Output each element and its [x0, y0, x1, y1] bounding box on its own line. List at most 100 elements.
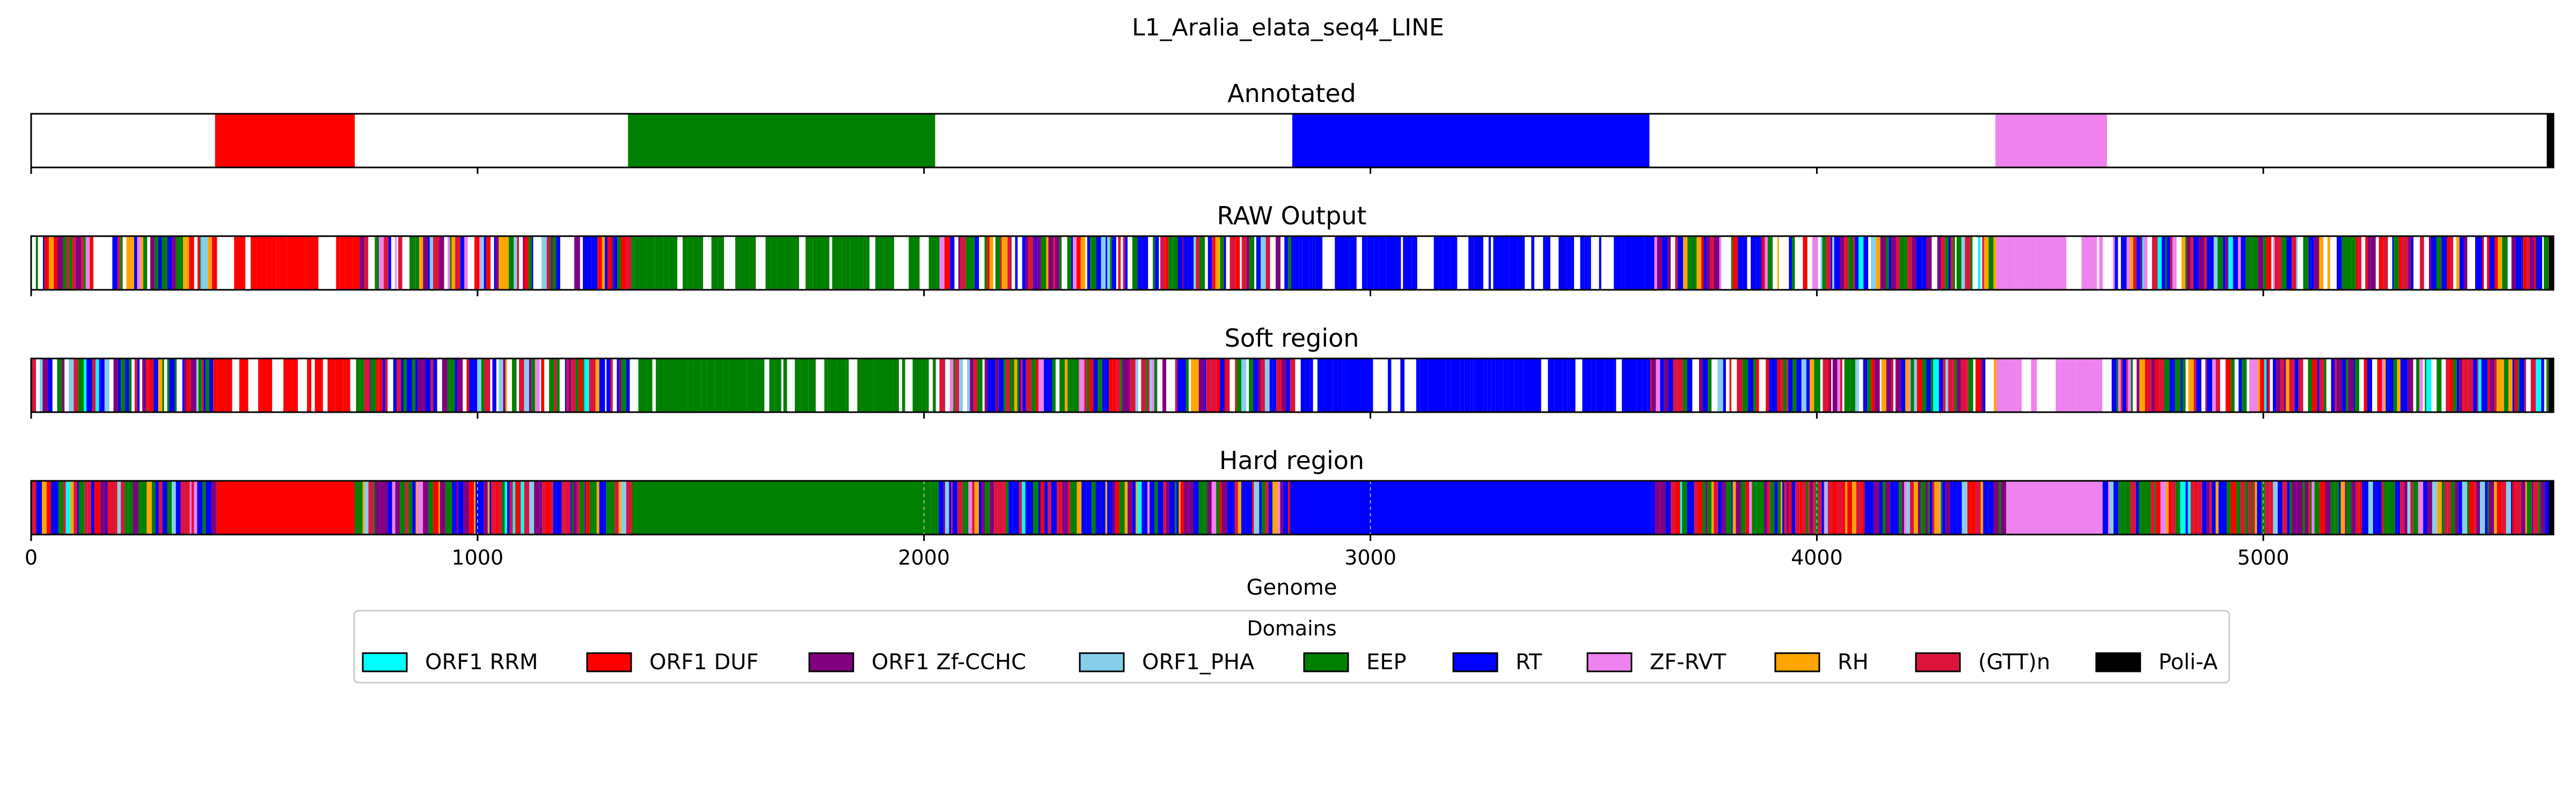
domain-segment [2540, 481, 2545, 535]
panel-frame [30, 235, 2555, 291]
domain-segment [2110, 481, 2114, 535]
domain-segment [2456, 358, 2460, 412]
domain-segment [2487, 358, 2490, 412]
domain-segment [1538, 358, 1541, 412]
domain-segment [693, 358, 701, 412]
domain-segment [1629, 358, 1637, 412]
domain-segment [2031, 358, 2035, 412]
domain-segment [42, 481, 47, 535]
domain-segment [202, 481, 206, 535]
domain-segment [211, 481, 217, 535]
domain-segment [561, 481, 565, 535]
domain-segment [1044, 481, 1048, 535]
domain-segment [1176, 481, 1179, 535]
domain-segment [208, 236, 212, 290]
domain-segment [1046, 358, 1052, 412]
domain-segment [409, 236, 414, 290]
domain-segment [1498, 236, 1505, 290]
domain-segment [1112, 236, 1116, 290]
domain-segment [1827, 481, 1832, 535]
domain-segment [85, 236, 90, 290]
domain-segment [91, 481, 94, 535]
domain-segment [1069, 358, 1073, 412]
domain-segment [1199, 236, 1205, 290]
domain-segment [1291, 236, 1299, 290]
domain-segment [2121, 481, 2125, 535]
domain-segment [2249, 358, 2253, 412]
domain-segment [158, 358, 163, 412]
domain-segment [2468, 358, 2473, 412]
domain-segment [723, 358, 729, 412]
domain-segment [2426, 358, 2432, 412]
domain-segment [841, 236, 847, 290]
domain-segment [2258, 358, 2260, 412]
domain-segment [1035, 236, 1037, 290]
domain-segment [1945, 236, 1949, 290]
domain-segment [1130, 358, 1136, 412]
domain-segment [1507, 358, 1514, 412]
domain-segment [1756, 481, 1761, 535]
domain-segment [200, 236, 203, 290]
domain-segment [902, 358, 905, 412]
domain-segment [2546, 114, 2553, 167]
domain-segment [2160, 481, 2167, 535]
domain-segment [1586, 358, 1592, 412]
domain-segment [950, 236, 955, 290]
domain-segment [1119, 481, 1125, 535]
domain-segment [1012, 358, 1014, 412]
domain-segment [2308, 358, 2312, 412]
domain-segment [1731, 236, 1733, 290]
domain-segment [801, 358, 809, 412]
domain-segment [832, 236, 842, 290]
domain-segment [487, 481, 490, 535]
domain-segment [2076, 358, 2087, 412]
domain-segment [2166, 481, 2169, 535]
x-tick-label: 0 [25, 546, 38, 569]
domain-segment [1084, 358, 1087, 412]
domain-segment [1147, 358, 1150, 412]
domain-segment [1765, 236, 1768, 290]
domain-segment [2113, 481, 2119, 535]
domain-segment [2006, 481, 2103, 535]
domain-segment [1230, 236, 1236, 290]
domain-segment [1086, 358, 1089, 412]
domain-segment [2015, 236, 2022, 290]
domain-segment [1702, 481, 1706, 535]
domain-segment [551, 481, 553, 535]
domain-segment [1879, 481, 1883, 535]
domain-segment [1742, 358, 1748, 412]
domain-segment [2512, 481, 2516, 535]
domain-segment [2116, 358, 2118, 412]
domain-segment [477, 358, 481, 412]
domain-segment [621, 481, 626, 535]
domain-segment [65, 481, 71, 535]
domain-segment [474, 481, 476, 535]
domain-segment [2245, 481, 2248, 535]
domain-segment [1269, 358, 1273, 412]
domain-segment [2450, 236, 2454, 290]
domain-segment [1224, 358, 1227, 412]
domain-segment [861, 358, 870, 412]
domain-segment [84, 481, 88, 535]
domain-segment [1874, 481, 1879, 535]
domain-segment [1535, 358, 1538, 412]
domain-segment [1013, 481, 1019, 535]
domain-segment [2453, 358, 2457, 412]
domain-segment [1162, 358, 1167, 412]
domain-segment [584, 481, 587, 535]
domain-segment [480, 236, 484, 290]
domain-segment [305, 236, 316, 290]
domain-segment [934, 481, 939, 535]
domain-segment [141, 236, 144, 290]
domain-segment [1124, 481, 1128, 535]
domain-segment [62, 358, 65, 412]
domain-segment [586, 481, 590, 535]
domain-segment [1526, 358, 1536, 412]
domain-segment [1761, 236, 1763, 290]
domain-segment [489, 481, 492, 535]
domain-segment [529, 358, 532, 412]
domain-segment [1863, 236, 1869, 290]
domain-segment [1756, 358, 1759, 412]
domain-segment [314, 358, 323, 412]
domain-segment [112, 236, 118, 290]
